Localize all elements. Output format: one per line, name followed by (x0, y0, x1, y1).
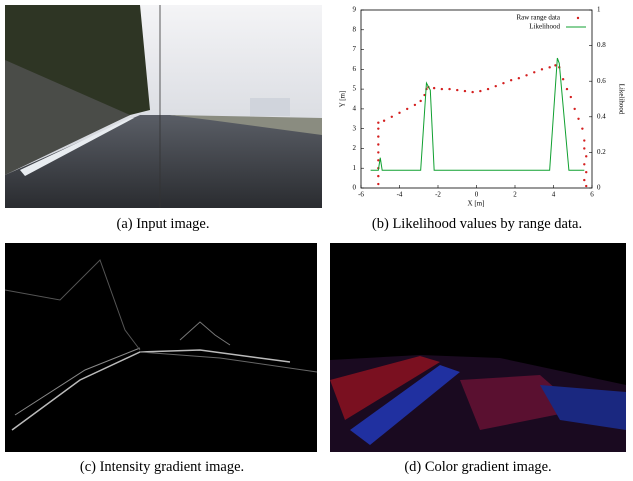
legend-marker (577, 17, 579, 19)
range-point (419, 100, 421, 102)
y2-tick-label: 0.8 (597, 41, 606, 49)
range-point (583, 147, 585, 149)
y-tick-label: 6 (353, 65, 357, 73)
range-point (464, 90, 466, 92)
y2-tick-label: 1 (597, 6, 601, 14)
range-point (456, 89, 458, 91)
caption: (b) Likelihood values by range data. (372, 216, 582, 232)
legend-label: Raw range data (516, 14, 560, 22)
x-tick-label: -6 (358, 191, 364, 199)
range-point (398, 112, 400, 114)
range-point (577, 118, 579, 120)
color-gradient-image (330, 243, 626, 452)
range-point (554, 64, 556, 66)
range-point (518, 77, 520, 79)
x-tick-label: 6 (590, 191, 594, 199)
x-tick-label: 0 (475, 191, 479, 199)
range-point (377, 151, 379, 153)
range-point (573, 108, 575, 110)
y2-tick-label: 0.4 (597, 112, 606, 120)
y-axis-label: Y [m] (339, 91, 347, 108)
x-tick-label: -4 (397, 191, 403, 199)
range-point (414, 104, 416, 106)
range-point (377, 122, 379, 124)
x-tick-label: 4 (552, 191, 556, 199)
y2-tick-label: 0.6 (597, 77, 606, 85)
legend-label: Likelihood (529, 23, 560, 31)
range-point (566, 88, 568, 90)
range-point (377, 183, 379, 185)
figure: X [m] Y [m] Likelihood -6-4-202460123456… (0, 0, 633, 481)
range-point (391, 116, 393, 118)
plot-frame (361, 10, 592, 188)
y-tick-label: 3 (353, 124, 357, 132)
range-point (406, 108, 408, 110)
range-point (448, 88, 450, 90)
range-point (581, 127, 583, 129)
range-point (570, 96, 572, 98)
y-tick-label: 8 (353, 25, 357, 33)
range-point (377, 135, 379, 137)
range-point (377, 159, 379, 161)
caption: (a) Input image. (116, 216, 209, 232)
range-point (487, 88, 489, 90)
range-point (383, 120, 385, 122)
range-point (585, 155, 587, 157)
range-point (583, 163, 585, 165)
range-point (479, 90, 481, 92)
y-tick-label: 1 (353, 164, 357, 172)
y2-axis-label: Likelihood (617, 84, 625, 115)
range-point (441, 88, 443, 90)
y2-tick-label: 0.2 (597, 148, 606, 156)
y-tick-label: 5 (353, 85, 357, 93)
range-point (585, 171, 587, 173)
range-point (510, 79, 512, 81)
intensity-gradient-image (5, 243, 317, 452)
range-point (433, 87, 435, 89)
range-point (585, 185, 587, 187)
range-point (377, 143, 379, 145)
range-point (502, 82, 504, 84)
x-tick-label: -2 (435, 191, 441, 199)
y-tick-label: 0 (353, 184, 357, 192)
range-point (495, 85, 497, 87)
input-image (5, 5, 322, 208)
caption: (d) Color gradient image. (404, 459, 551, 475)
y-tick-label: 4 (353, 104, 357, 112)
range-point (533, 71, 535, 73)
range-point (562, 78, 564, 80)
y-tick-label: 2 (353, 144, 357, 152)
range-point (548, 66, 550, 68)
range-point (541, 68, 543, 70)
y-tick-label: 9 (353, 6, 357, 14)
caption: (c) Intensity gradient image. (80, 459, 244, 475)
x-tick-label: 2 (513, 191, 517, 199)
range-point (471, 91, 473, 93)
range-point (583, 139, 585, 141)
range-point (583, 179, 585, 181)
range-point (377, 175, 379, 177)
y2-tick-label: 0 (597, 184, 601, 192)
range-point (525, 74, 527, 76)
y-tick-label: 7 (353, 45, 357, 53)
x-axis-label: X [m] (468, 200, 485, 208)
range-point (377, 127, 379, 129)
